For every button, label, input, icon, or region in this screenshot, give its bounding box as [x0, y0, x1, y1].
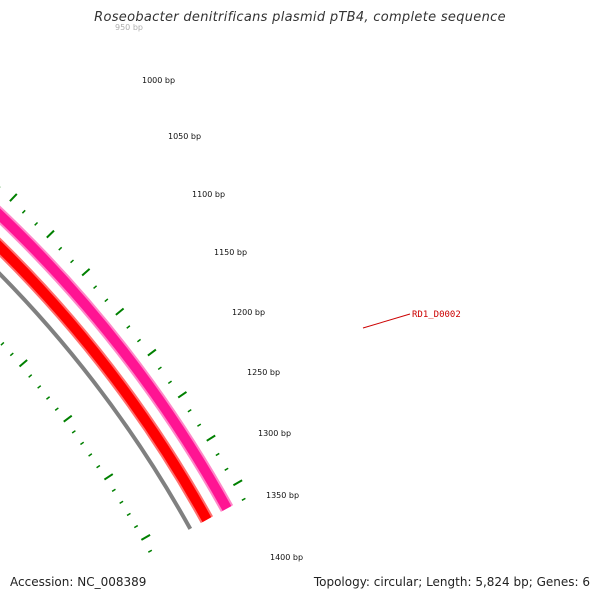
outer-minor-tick	[224, 467, 229, 471]
outer-minor-tick	[197, 423, 202, 427]
major-tick	[103, 473, 114, 481]
minor-tick	[54, 407, 59, 411]
minor-tick	[28, 374, 33, 378]
outer-minor-tick	[93, 285, 98, 290]
position-labels: 950 bp 1000 bp 1050 bp 1100 bp 1150 bp 1200 b…	[115, 23, 303, 562]
major-tick	[18, 359, 28, 368]
forward-cds-feature[interactable]	[0, 49, 212, 523]
topology-summary: Topology: circular; Length: 5,824 bp; Ge…	[313, 575, 590, 589]
outer-minor-tick	[167, 380, 173, 385]
outer-minor-tick	[70, 259, 75, 264]
outer-major-tick	[206, 434, 216, 442]
outer-major-tick	[232, 479, 243, 487]
position-label: 1000 bp	[142, 76, 175, 85]
position-label: 1200 bp	[232, 308, 265, 317]
position-label: 1300 bp	[258, 429, 291, 438]
position-label: 950 bp	[115, 23, 143, 32]
outer-major-tick	[177, 391, 188, 399]
minor-tick	[80, 441, 85, 446]
outer-minor-tick	[157, 366, 162, 371]
outer-minor-tick	[58, 246, 63, 251]
minor-tick	[126, 512, 131, 517]
outer-tick-ring	[0, 186, 246, 501]
position-label: 1250 bp	[247, 368, 280, 377]
gene-label-leader-line	[362, 313, 411, 329]
major-tick	[140, 534, 151, 541]
gene-label-rd1-d0002[interactable]: RD1_D0002	[412, 310, 461, 320]
position-label: 1100 bp	[192, 190, 225, 199]
accession-text: Accession: NC_008389	[10, 575, 146, 589]
minor-tick	[111, 488, 116, 493]
outer-major-tick	[81, 268, 91, 277]
minor-tick	[0, 341, 5, 346]
inner-tick-ring	[0, 341, 153, 553]
position-label: 1400 bp	[270, 553, 303, 562]
backbone-track	[0, 271, 193, 530]
outer-minor-tick	[21, 209, 26, 214]
reverse-cds-outline	[0, 205, 234, 512]
outer-minor-tick	[104, 298, 109, 303]
gene-labels: RD1_D0002	[362, 310, 461, 329]
outer-minor-tick	[241, 497, 246, 501]
minor-tick	[133, 524, 139, 529]
minor-tick	[119, 500, 124, 505]
minor-tick	[88, 453, 93, 457]
accession-label: Accession:	[10, 575, 74, 589]
accession-value: NC_008389	[77, 575, 147, 589]
position-label: 1350 bp	[266, 491, 299, 500]
map-title: Roseobacter denitrificans plasmid pTB4, …	[94, 10, 506, 25]
minor-tick	[96, 464, 101, 469]
position-label: 1050 bp	[168, 132, 201, 141]
major-tick	[63, 414, 73, 423]
position-label: 1150 bp	[214, 248, 247, 257]
outer-major-tick	[115, 307, 125, 316]
outer-minor-tick	[126, 325, 131, 329]
minor-tick	[147, 549, 153, 553]
outer-minor-tick	[136, 338, 142, 343]
reverse-cds-feature[interactable]	[0, 25, 232, 511]
outer-major-tick	[147, 348, 157, 357]
outer-major-tick	[9, 193, 18, 202]
outer-minor-tick	[187, 409, 192, 413]
minor-tick	[71, 430, 76, 434]
minor-tick	[9, 352, 14, 357]
minor-tick	[46, 396, 51, 400]
outer-minor-tick	[215, 452, 220, 457]
minor-tick	[37, 385, 42, 389]
outer-minor-tick	[34, 221, 39, 226]
outer-major-tick	[46, 229, 55, 239]
feature-tracks	[0, 25, 234, 530]
